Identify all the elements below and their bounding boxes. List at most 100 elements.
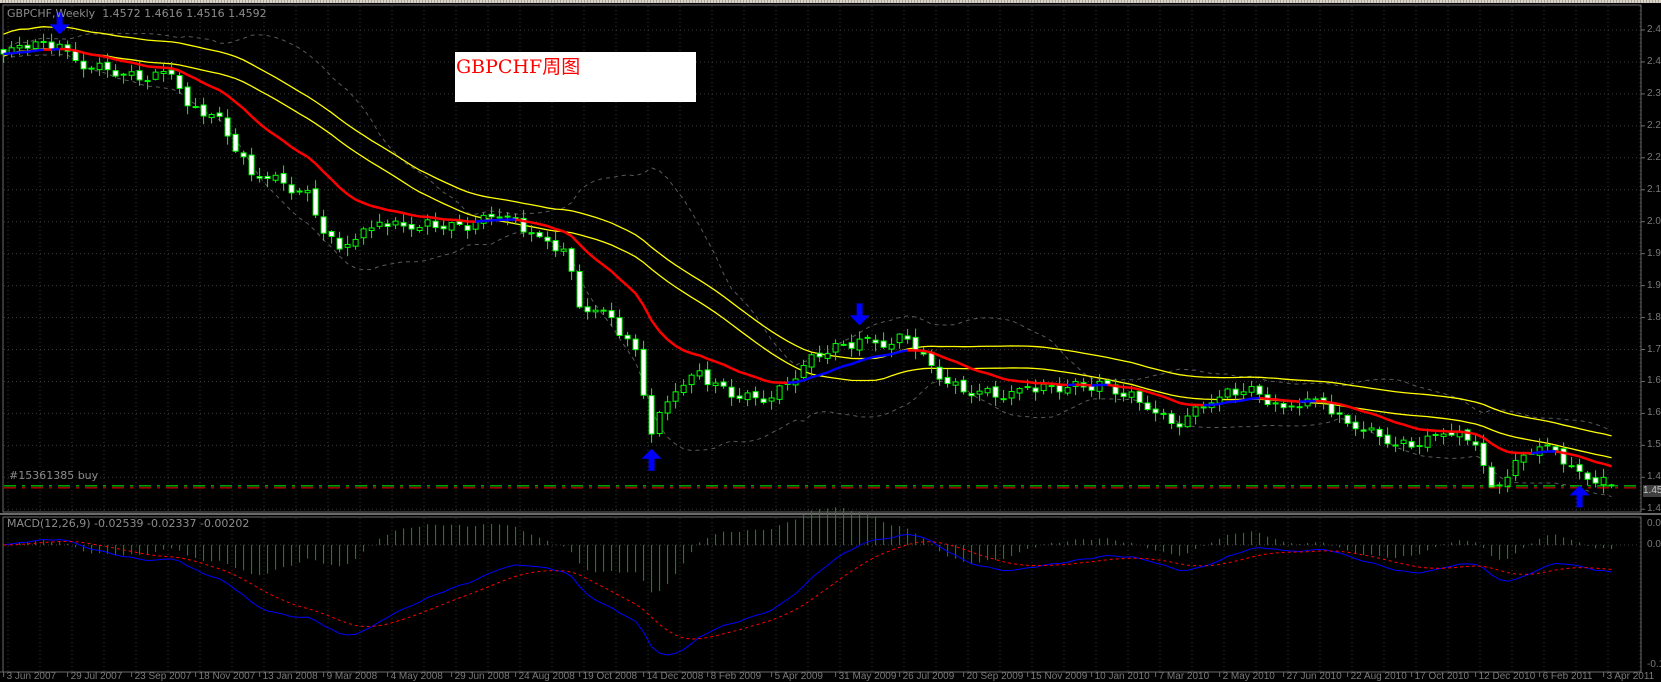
ohlc-values: 1.4572 1.4616 1.4516 1.4592 [102,7,267,20]
candle-body [440,225,447,230]
candle-body [608,310,615,319]
candle-body [232,133,239,152]
moving-average-segment [859,357,868,363]
candle-body [1184,415,1191,428]
candle-body [1432,434,1439,437]
date-axis-label: 24 Aug 2008 [518,671,575,682]
price-axis-label: 2.28 [1647,119,1661,131]
moving-average-segment [658,330,669,341]
candle-body [976,390,983,395]
moving-average-segment [123,59,132,64]
moving-average-segment [1467,431,1476,436]
date-axis-label: 8 Feb 2009 [710,671,762,682]
candle-body [360,228,367,239]
moving-average-segment [562,230,573,238]
candle-body [248,154,255,176]
candle-body [408,223,415,230]
moving-average-segment [1211,402,1220,407]
candle-body [344,243,351,248]
moving-average-segment [699,354,709,360]
candle-body [1400,439,1407,445]
candle-body [1592,477,1599,484]
candle-body [1392,444,1399,447]
moving-average-segment [963,364,973,370]
candle-body [168,69,175,75]
candle-body [24,44,31,49]
candle-body [992,386,999,398]
moving-average-segment [955,360,965,367]
moving-average-segment [1259,396,1268,401]
moving-average-segment [1411,426,1420,431]
moving-average-segment [427,215,436,220]
moving-average-segment [763,378,772,384]
candle-body [416,227,423,232]
moving-average-segment [218,89,229,97]
candle-body [1240,391,1247,396]
candle-body [1440,433,1447,437]
candle-body [256,175,263,179]
candle-body [888,343,895,350]
title-textbox[interactable]: GBPCHF周图 [455,52,696,102]
candle-body [136,70,143,81]
candle-body [536,232,543,238]
candle-body [984,387,991,394]
moving-average-segment [266,129,277,137]
moving-average-segment [1115,384,1124,389]
moving-average-segment [1027,380,1036,385]
moving-average-segment [747,373,757,379]
candle-body [1368,427,1375,431]
moving-average-segment [475,219,484,223]
candle-body [120,73,127,76]
macd-label: MACD(12,26,9) -0.02539 -0.02337 -0.00202 [7,517,250,530]
candle-body [1216,396,1223,404]
candle-body [1312,398,1319,401]
moving-average-segment [1131,386,1140,391]
moving-average-segment [939,354,949,361]
price-axis-label: 1.40 [1647,503,1661,515]
candle-body [848,342,855,349]
moving-average-segment [1403,423,1412,429]
date-axis-label: 23 Sep 2007 [134,671,192,682]
candle-body [32,41,39,49]
moving-average-segment [1235,398,1244,403]
moving-average-segment [1563,451,1572,456]
candle-body [872,339,879,344]
moving-average-segment [290,146,301,154]
symbol-timeframe: GBPCHF,Weekly [7,7,96,20]
moving-average-segment [1355,407,1364,413]
moving-average-segment [187,73,197,80]
candle-body [264,175,271,180]
candle-body [1504,476,1511,488]
candle-body [624,334,631,340]
candle-body [896,333,903,344]
moving-average-segment [1323,399,1332,404]
moving-average-segment [250,115,261,125]
moving-average-segment [1475,432,1485,439]
candle-body [960,379,967,393]
moving-average-segment [1051,382,1060,386]
candle-body [808,354,815,368]
moving-average-segment [1539,450,1548,454]
candle-body [936,366,943,380]
candle-body [80,60,87,70]
moving-average-segment [1227,400,1236,404]
moving-average-segment [1331,401,1340,406]
moving-average-segment [578,243,589,254]
candle-body [1376,428,1383,438]
candle-body [152,71,159,80]
chart-header: GBPCHF,Weekly 1.4572 1.4616 1.4516 1.459… [7,7,267,20]
moving-average-segment [234,101,245,110]
moving-average-segment [875,354,884,358]
candle-body [216,112,223,117]
moving-average-segment [1595,460,1604,466]
date-axis-label: 15 Nov 2009 [1030,671,1088,682]
price-axis-label: 2.13 [1647,183,1661,195]
candle-body [1280,403,1287,409]
candle-body [824,353,831,359]
candle-body [320,216,327,234]
candle-body [648,395,655,435]
moving-average-segment [131,61,140,66]
price-axis-label: 1.62 [1647,407,1661,419]
candle-body [488,213,495,218]
